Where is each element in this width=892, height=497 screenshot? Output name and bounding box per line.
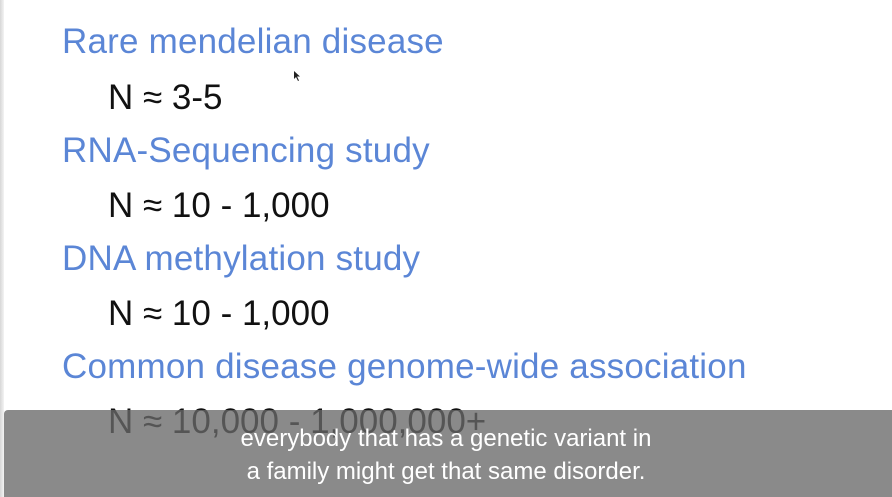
mouse-pointer-icon — [294, 71, 300, 81]
sample-size-dna-methylation: N ≈ 10 - 1,000 — [108, 294, 330, 333]
heading-rna-sequencing-study: RNA-Sequencing study — [62, 131, 430, 170]
heading-common-disease-gwas: Common disease genome-wide association — [62, 347, 747, 386]
subtitle-line-2: a family might get that same disorder. — [246, 458, 646, 485]
sample-size-rare-mendelian: N ≈ 3-5 — [108, 78, 223, 117]
heading-rare-mendelian-disease: Rare mendelian disease — [62, 22, 444, 61]
sample-size-rna-sequencing: N ≈ 10 - 1,000 — [108, 186, 330, 225]
heading-dna-methylation-study: DNA methylation study — [62, 239, 421, 278]
subtitle-line-1: everybody that has a genetic variant in — [240, 425, 652, 452]
subtitle-bar — [4, 410, 892, 497]
window-edge — [0, 0, 4, 497]
